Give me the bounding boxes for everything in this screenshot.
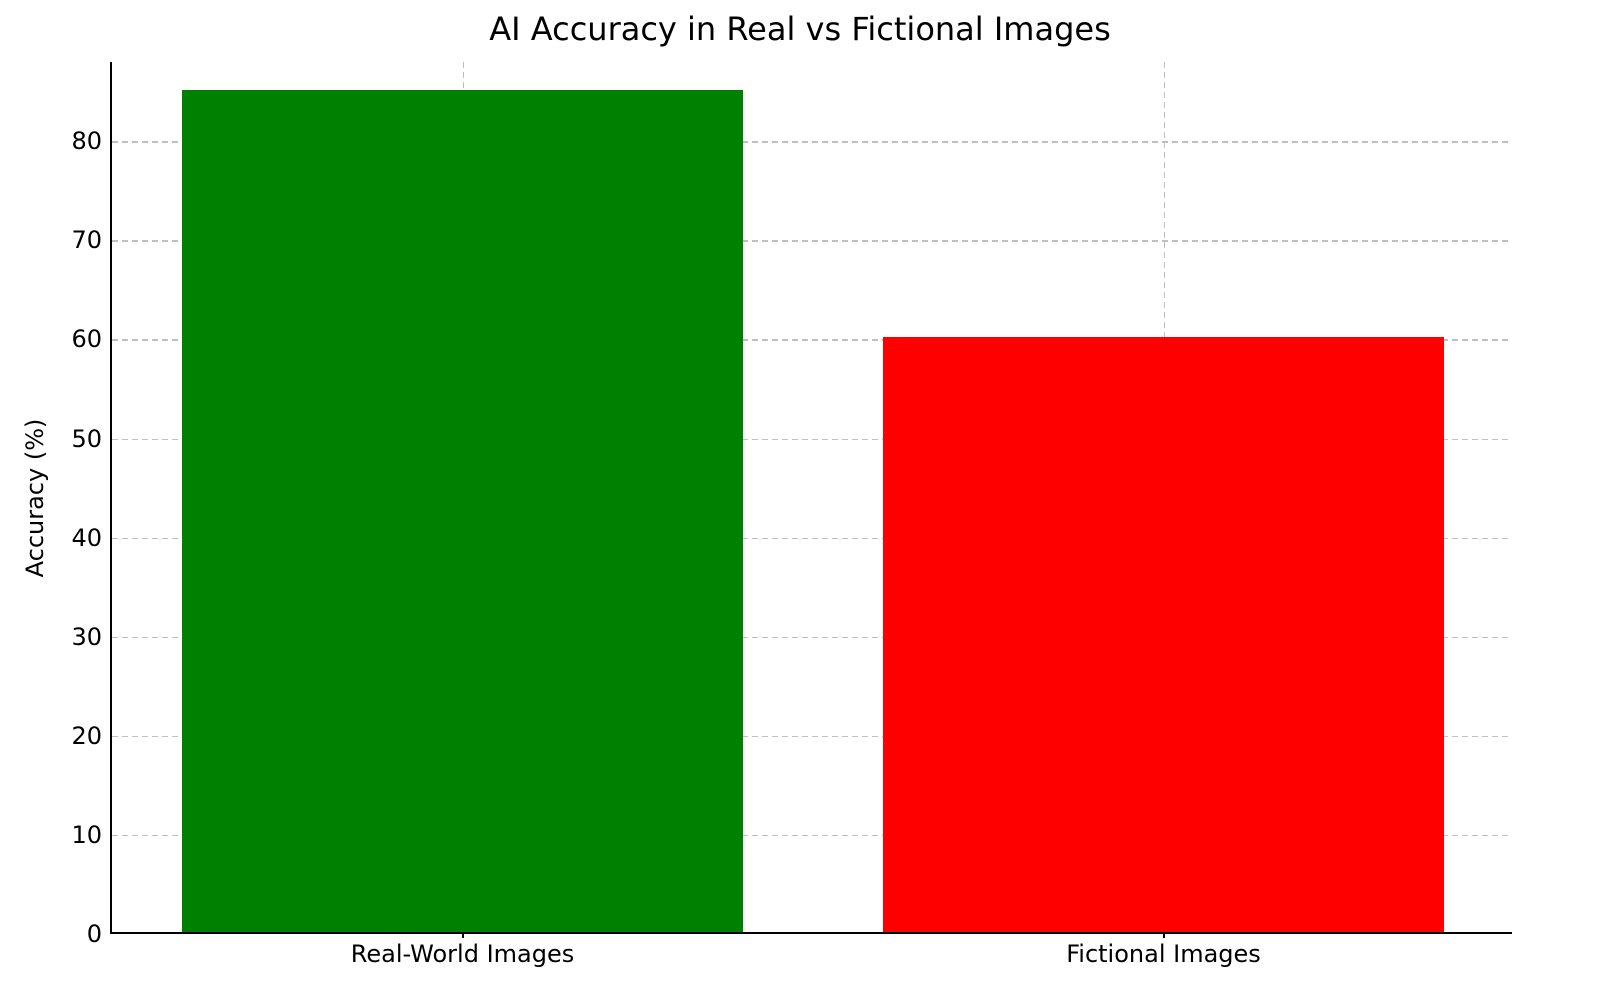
chart-title: AI Accuracy in Real vs Fictional Images xyxy=(0,10,1600,48)
ytick-label: 0 xyxy=(87,920,112,948)
ytick-label: 80 xyxy=(71,127,112,155)
ytick-label: 20 xyxy=(71,722,112,750)
ytick-label: 50 xyxy=(71,425,112,453)
ytick-label: 10 xyxy=(71,821,112,849)
bar xyxy=(182,90,743,932)
ytick-label: 60 xyxy=(71,325,112,353)
y-axis-label: Accuracy (%) xyxy=(21,419,49,578)
chart-container: AI Accuracy in Real vs Fictional Images … xyxy=(0,0,1600,1003)
ytick-label: 70 xyxy=(71,226,112,254)
plot-area: 01020304050607080Real-World ImagesFictio… xyxy=(110,62,1512,934)
ytick-label: 40 xyxy=(71,524,112,552)
ytick-label: 30 xyxy=(71,623,112,651)
bar xyxy=(883,337,1444,932)
xtick-label: Real-World Images xyxy=(351,932,575,968)
xtick-label: Fictional Images xyxy=(1066,932,1261,968)
